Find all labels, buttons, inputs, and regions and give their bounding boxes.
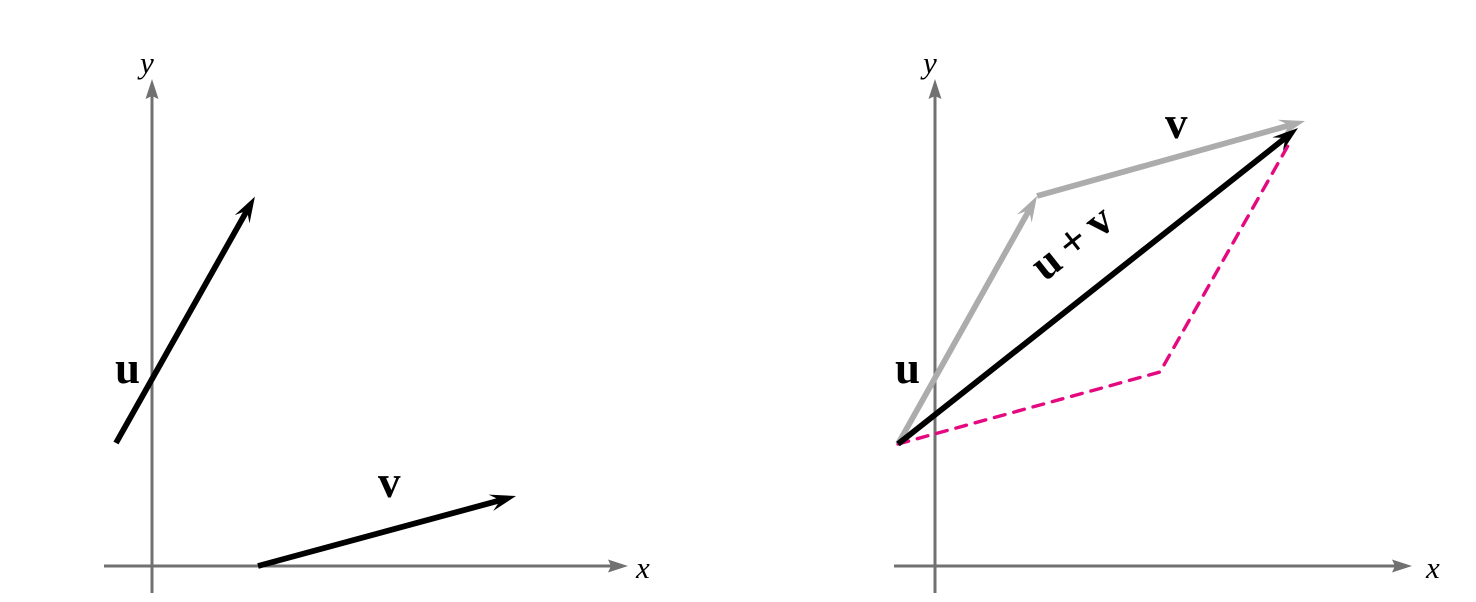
svg-text:x: x [635,550,650,585]
svg-text:v: v [1165,98,1188,148]
svg-text:y: y [920,45,937,80]
svg-text:u: u [895,343,920,393]
svg-text:v: v [378,457,401,507]
svg-text:y: y [137,45,154,80]
svg-text:u: u [115,343,140,393]
svg-text:x: x [1425,550,1440,585]
